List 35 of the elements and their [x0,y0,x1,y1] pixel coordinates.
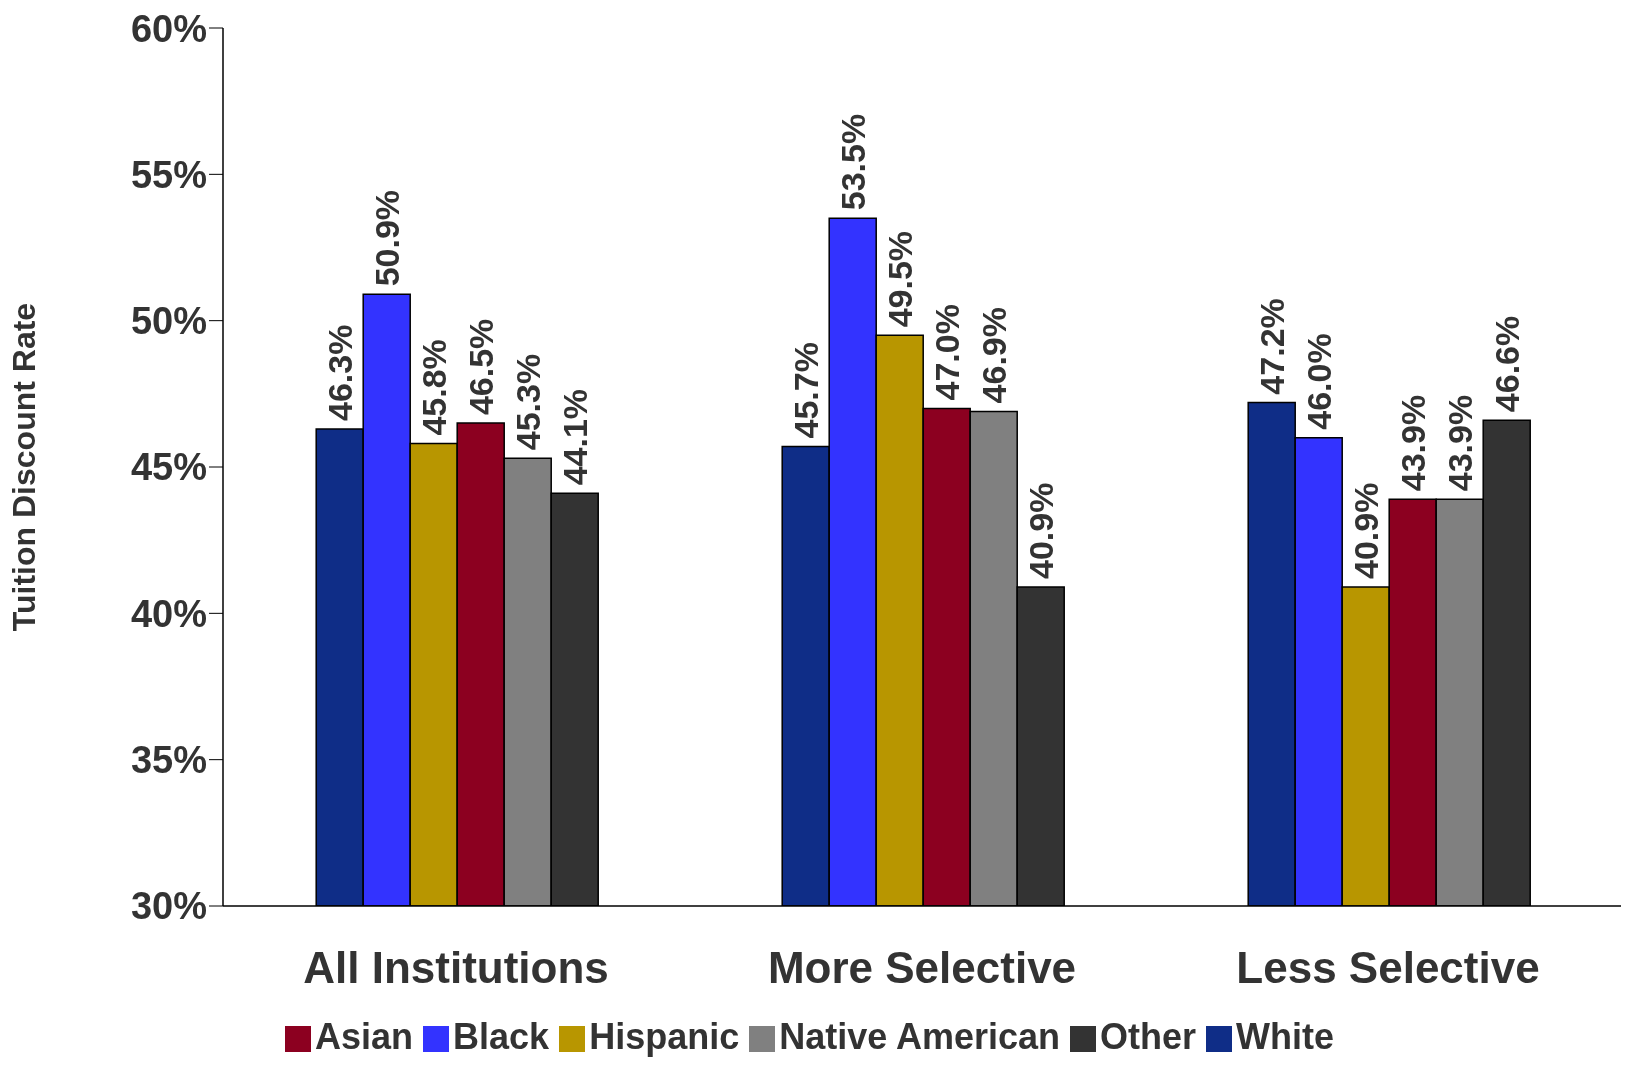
y-tick-label: 55% [130,153,207,196]
data-label: 46.3% [320,324,359,421]
data-label: 40.9% [1346,482,1385,579]
legend-label: Black [453,1016,550,1057]
legend-label: Other [1099,1016,1196,1057]
data-label: 50.9% [367,189,406,287]
data-label: 43.9% [1440,394,1479,492]
y-tick-label: 30% [130,885,207,928]
data-label: 46.5% [461,318,500,416]
data-label: 44.1% [555,388,594,486]
data-label: 53.5% [833,113,872,211]
x-tick-label: All Institutions [303,943,609,993]
y-tick-label: 60% [130,7,207,50]
data-label: 40.9% [1021,482,1060,579]
y-tick-label: 40% [130,592,207,635]
data-label: 49.5% [880,230,919,328]
data-label: 43.9% [1393,394,1432,492]
data-label: 46.0% [1299,333,1338,430]
legend-label: Asian [315,1016,414,1057]
x-tick-label: Less Selective [1236,943,1540,993]
y-axis-title: Tuition Discount Rate [6,302,43,632]
data-label: 45.7% [786,342,825,439]
data-label: 45.3% [508,353,547,451]
legend-label: Native American [779,1016,1060,1057]
data-label: 46.6% [1487,315,1526,413]
data-label: 47.0% [927,304,966,401]
legend-label: White [1236,1016,1334,1057]
y-tick-label: 45% [130,446,207,489]
y-tick-label: 35% [130,739,207,782]
x-tick-label: More Selective [767,943,1077,993]
data-label: 47.2% [1252,298,1291,395]
legend-label: Hispanic [589,1016,740,1057]
y-tick-label: 50% [130,300,207,343]
data-label: 45.8% [414,339,453,436]
data-label: 46.9% [974,306,1013,404]
